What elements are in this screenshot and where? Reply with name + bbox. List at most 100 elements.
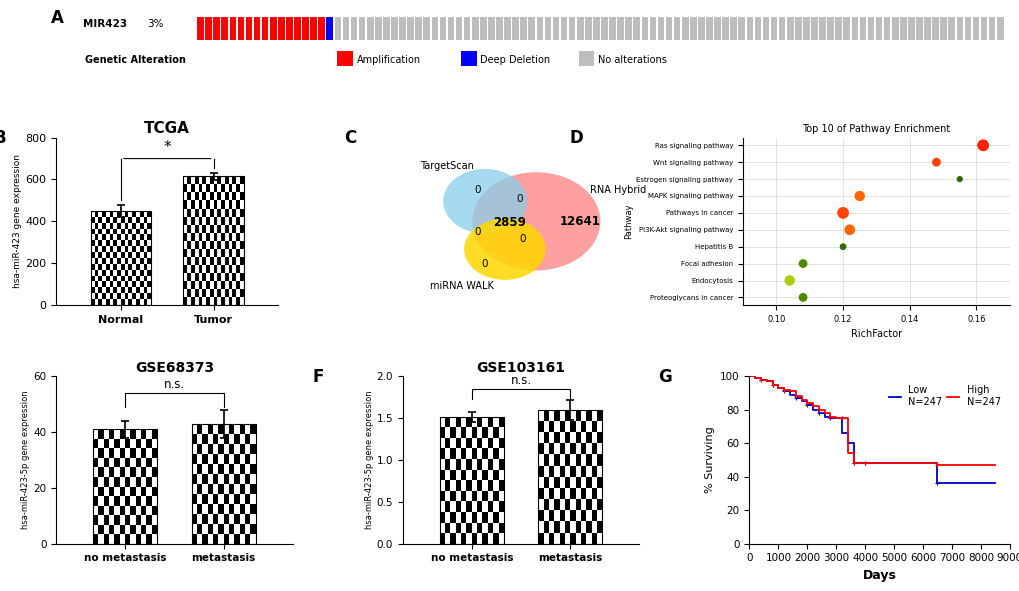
Bar [779, 17, 785, 40]
Bar [113, 252, 117, 258]
Bar [110, 258, 113, 264]
Y-axis label: hsa-miR-423 gene expression: hsa-miR-423 gene expression [13, 154, 22, 288]
Bar [948, 17, 954, 40]
Bar [964, 17, 970, 40]
Bar [110, 223, 113, 229]
Bar [239, 504, 245, 514]
Bar [237, 17, 244, 40]
Bar [132, 281, 136, 287]
Bar [114, 496, 119, 506]
Bar [466, 438, 472, 449]
Bar [575, 432, 581, 443]
Bar [183, 184, 187, 193]
Text: G: G [657, 368, 672, 386]
Bar [318, 17, 325, 40]
Text: 0: 0 [517, 194, 523, 204]
Bar [208, 504, 213, 514]
Bar [472, 469, 477, 480]
Bar [342, 17, 348, 40]
Bar [106, 264, 110, 269]
Bar [113, 264, 117, 269]
Bar [95, 293, 98, 299]
Bar [202, 273, 206, 281]
Text: 0: 0 [475, 185, 481, 195]
Bar [202, 493, 208, 504]
Bar [254, 17, 260, 40]
Bar [195, 193, 199, 200]
Bar [239, 225, 244, 233]
Bar [213, 281, 217, 289]
Bar [128, 275, 132, 281]
Bar [495, 17, 502, 40]
Text: No alterations: No alterations [597, 55, 666, 65]
High
N=247 [850, 460, 862, 467]
Bar [187, 241, 191, 249]
Bar [565, 432, 570, 443]
Bar [592, 17, 599, 40]
Bar [91, 252, 95, 258]
Bar [217, 209, 221, 216]
Bar [466, 480, 472, 491]
High
N=247 [864, 460, 876, 467]
Ellipse shape [472, 172, 600, 271]
Bar [310, 17, 317, 40]
Bar [450, 491, 455, 501]
Bar [554, 499, 559, 510]
Bar [493, 469, 498, 480]
Bar [136, 477, 141, 486]
Bar [213, 534, 218, 544]
Low
N=247 [841, 440, 853, 447]
Bar [119, 486, 125, 496]
Bar [466, 417, 472, 427]
Bar [223, 534, 229, 544]
Bar [119, 506, 125, 515]
Bar [202, 225, 206, 233]
Bar [93, 458, 98, 467]
Text: *: * [163, 141, 171, 155]
Low
N=247 [858, 460, 870, 467]
Bar [98, 486, 104, 496]
Bar [455, 438, 461, 449]
Bar [206, 265, 210, 273]
Bar [121, 241, 124, 246]
Bar [93, 430, 157, 544]
Bar [147, 496, 152, 506]
Bar [520, 17, 527, 40]
Ellipse shape [442, 169, 527, 233]
Bar [104, 439, 109, 449]
Bar [192, 424, 256, 544]
High
N=247 [795, 396, 807, 403]
Bar [224, 193, 228, 200]
Text: B: B [0, 129, 6, 147]
Bar [191, 281, 195, 289]
Bar [192, 534, 197, 544]
Bar [239, 256, 244, 265]
Bar [144, 275, 147, 281]
Bar [109, 525, 114, 534]
Point [835, 242, 851, 251]
Bar [682, 17, 688, 40]
Bar [439, 469, 444, 480]
Bar [152, 449, 157, 458]
Bar [591, 510, 596, 521]
Bar [109, 467, 114, 477]
Bar [548, 488, 554, 499]
Bar [482, 469, 487, 480]
Bar [482, 449, 487, 459]
Bar [183, 176, 244, 305]
Bar [206, 184, 210, 193]
Bar [554, 454, 559, 466]
Bar [95, 258, 98, 264]
Bar [132, 223, 136, 229]
Bar [228, 297, 232, 305]
Bar [128, 264, 132, 269]
Bar [117, 235, 121, 241]
Bar [224, 289, 228, 297]
Bar [98, 264, 102, 269]
Bar [538, 532, 543, 544]
Bar [503, 17, 511, 40]
Bar [213, 200, 217, 209]
High
N=247 [853, 460, 865, 467]
Bar [229, 524, 234, 534]
Bar [221, 297, 224, 305]
